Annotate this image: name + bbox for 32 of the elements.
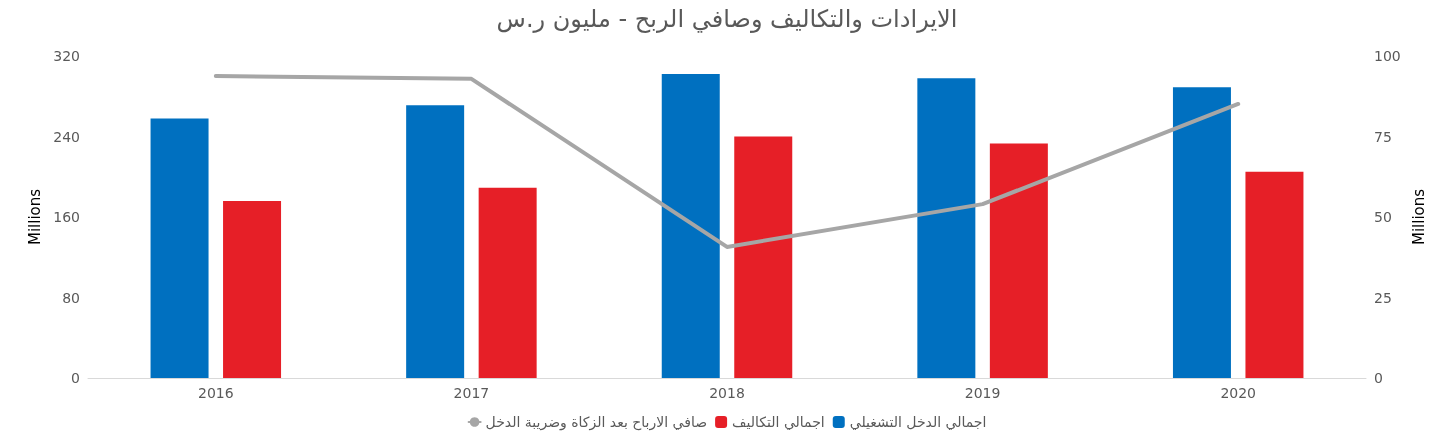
bar <box>661 74 720 378</box>
x-tick-label: 2016 <box>197 385 234 401</box>
y2-tick-label: 50 <box>1374 209 1392 225</box>
y2-axis-title: Millions <box>1410 188 1429 246</box>
y-tick-label: 160 <box>53 209 80 225</box>
bar <box>734 136 793 378</box>
x-tick-label: 2017 <box>453 385 490 401</box>
line-series <box>213 73 1241 249</box>
bar <box>150 118 209 378</box>
y-tick-label: 0 <box>71 370 80 386</box>
bar <box>989 143 1048 378</box>
bar <box>406 105 465 378</box>
y2-tick-label: 100 <box>1374 48 1401 64</box>
bar <box>478 187 537 378</box>
x-tick-label: 2020 <box>1220 385 1257 401</box>
y-tick-label: 80 <box>62 289 80 306</box>
y2-tick-label: 75 <box>1374 128 1392 145</box>
y2-tick-label: 0 <box>1374 370 1383 386</box>
y-axis-title: Millions <box>25 188 44 246</box>
bar <box>1245 171 1304 378</box>
y-tick-label: 240 <box>53 128 80 145</box>
chart-title: الايرادات والتكاليف وصافي الربح - مليون ر.س <box>496 5 958 33</box>
y-tick-label: 320 <box>53 48 80 64</box>
x-tick-label: 2019 <box>964 385 1001 401</box>
bar <box>223 200 282 378</box>
legend-label: اجمالي الدخل التشغيلي <box>849 414 987 431</box>
y2-tick-label: 25 <box>1374 289 1392 306</box>
legend-label: اجمالي التكاليف <box>732 414 825 431</box>
x-tick-label: 2018 <box>709 385 745 401</box>
legend-label: صافي الارباح بعد الزكاة وضريبة الدخل <box>485 414 708 431</box>
bar <box>917 78 976 378</box>
bar <box>1172 87 1231 378</box>
